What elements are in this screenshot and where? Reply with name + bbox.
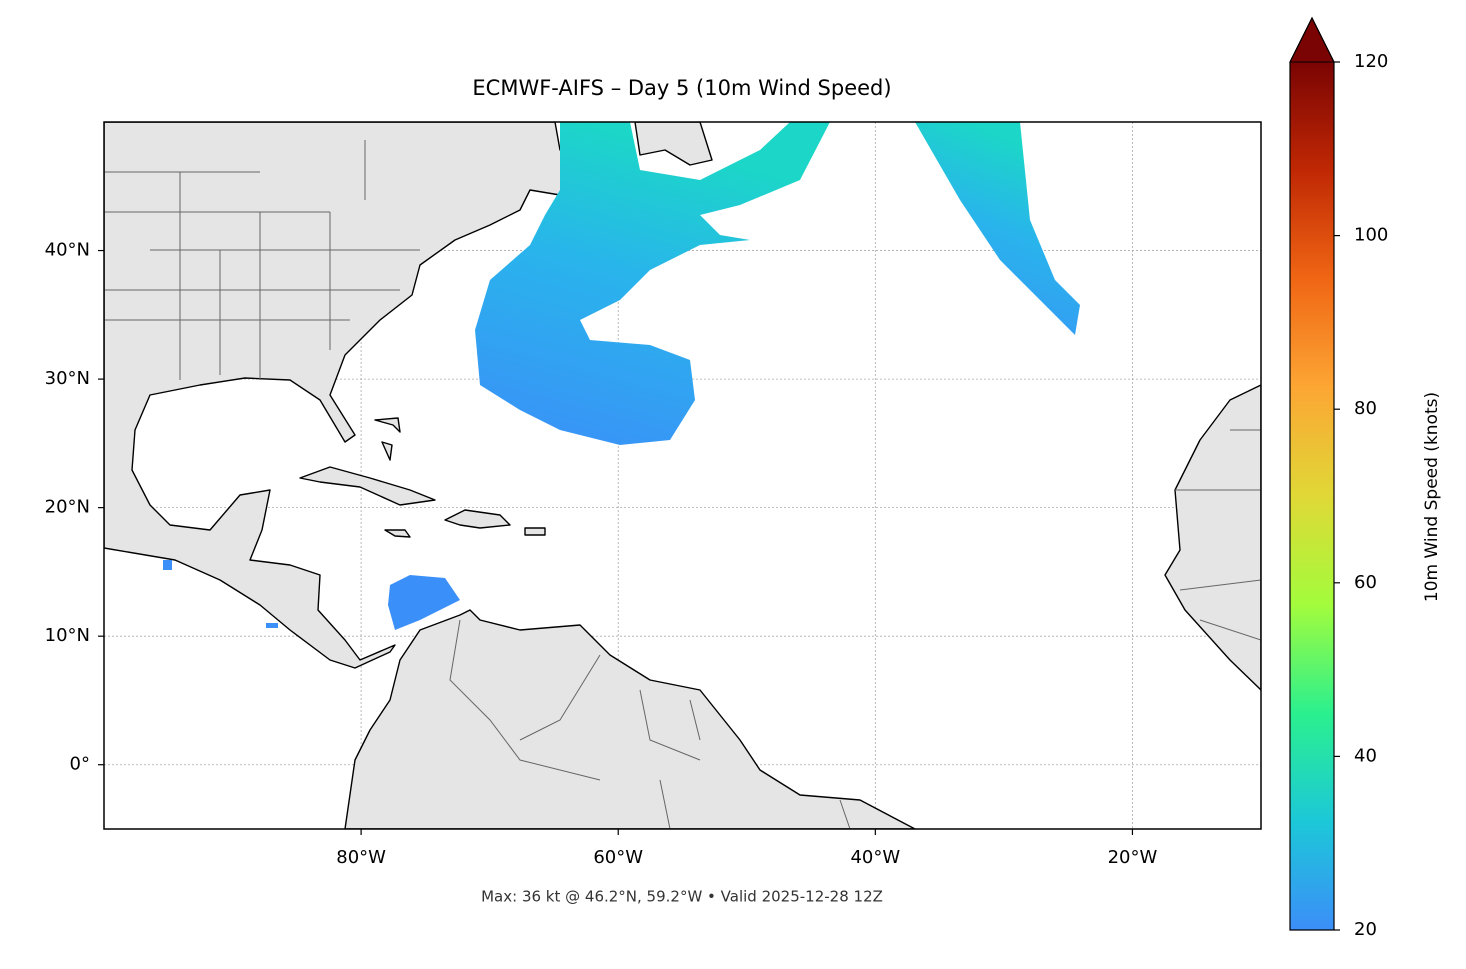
wind-field	[163, 560, 460, 630]
axes: 80°W 60°W 40°W 20°W 0° 10°N 20°N 30°N 40°N	[45, 240, 1158, 868]
y-tick-label: 0°	[70, 754, 90, 775]
colorbar-frame	[1289, 16, 1335, 931]
footer-note: Max: 36 kt @ 46.2°N, 59.2°W • Valid 2025…	[481, 888, 883, 906]
y-tick-label: 30°N	[45, 368, 90, 389]
colorbar-tick-label: 120	[1354, 51, 1388, 72]
cuba	[299, 466, 436, 506]
jamaica	[384, 529, 411, 538]
colorbar-tick-label: 80	[1354, 398, 1377, 419]
colorbar-tick-label: 20	[1354, 919, 1377, 940]
bahamas	[374, 417, 401, 461]
north-america	[104, 122, 613, 669]
y-tick-label: 40°N	[45, 240, 90, 261]
south-america	[344, 609, 916, 829]
title: ECMWF-AIFS – Day 5 (10m Wind Speed)	[472, 76, 891, 100]
x-tick-label: 40°W	[850, 847, 900, 868]
colorbar-tick-label: 60	[1354, 572, 1377, 593]
x-tick-label: 20°W	[1108, 847, 1158, 868]
newfoundland	[634, 122, 713, 166]
hispaniola	[444, 509, 511, 529]
africa-borders	[1175, 429, 1261, 641]
colorbar-ramp	[1290, 62, 1334, 930]
y-tick-label: 20°N	[45, 497, 90, 518]
colorbar-tick-label: 40	[1354, 745, 1377, 766]
colorbar-tick-label: 100	[1354, 225, 1388, 246]
colorbar-label: 10m Wind Speed (knots)	[1422, 392, 1442, 602]
wind-field	[915, 122, 1080, 335]
map-layers	[104, 122, 1261, 829]
plot-frame	[103, 121, 1262, 830]
x-tick-label: 60°W	[593, 847, 643, 868]
colorbar-extend	[1289, 16, 1335, 63]
wind-field	[475, 122, 830, 445]
colorbar: 20 40 60 80 100 120	[1289, 16, 1388, 940]
africa	[1164, 384, 1261, 691]
y-tick-label: 10°N	[45, 625, 90, 646]
x-tick-label: 80°W	[336, 847, 386, 868]
puerto-rico	[524, 527, 546, 536]
state-borders	[104, 140, 420, 380]
country-borders	[449, 619, 851, 829]
